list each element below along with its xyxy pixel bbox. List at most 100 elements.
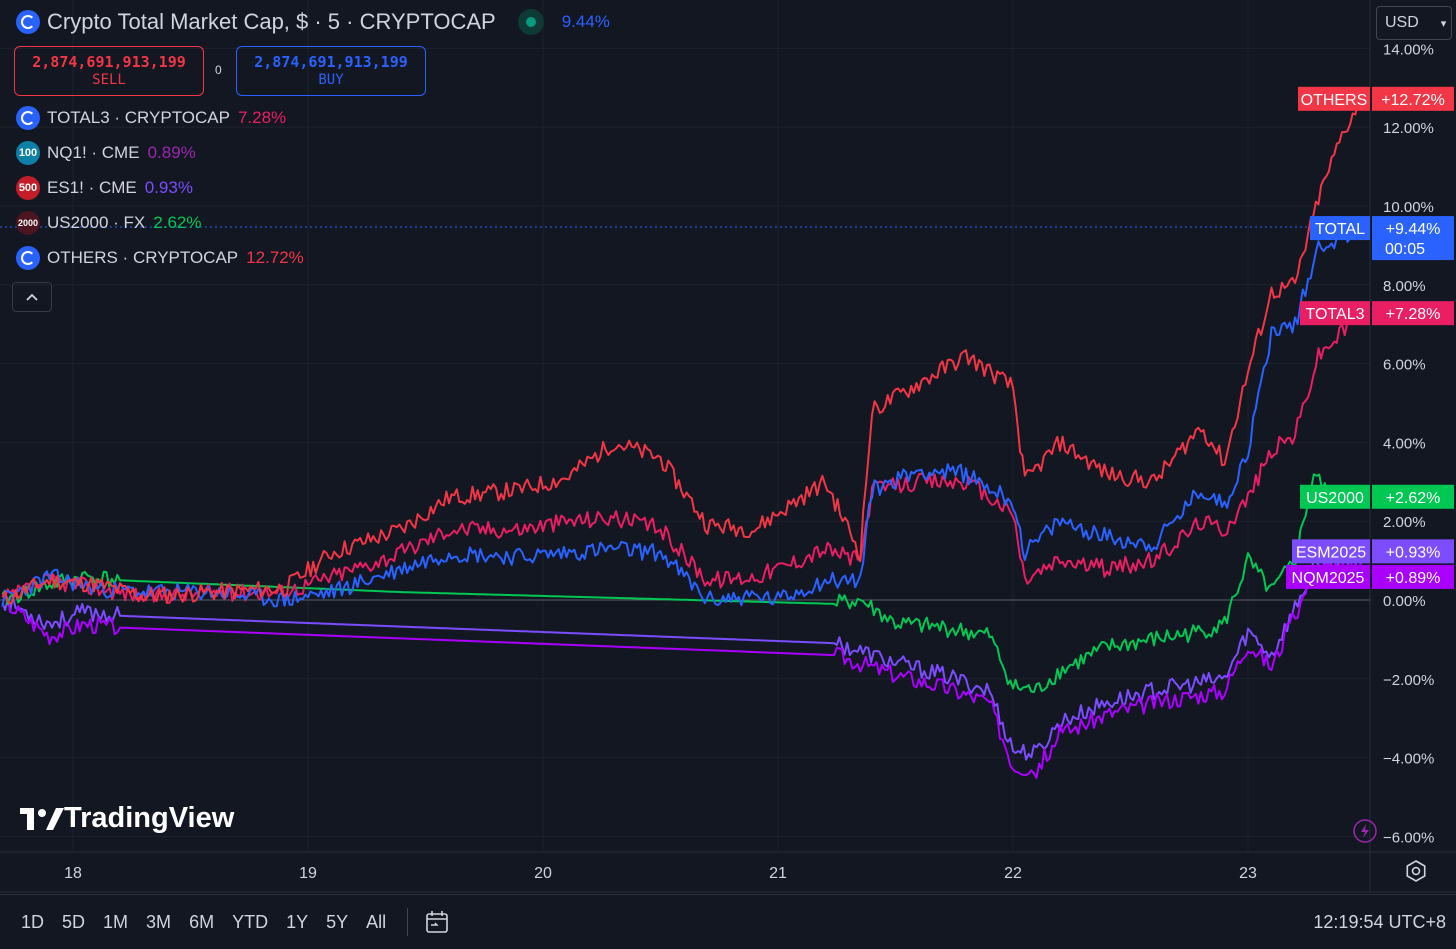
badge-nqm2025: NQM2025 +0.89% xyxy=(1286,564,1454,589)
legend-label: ES1! · CME xyxy=(47,178,137,197)
cryptocap-icon xyxy=(16,10,40,34)
buy-value: 2,874,691,913,199 xyxy=(254,53,408,72)
price-scale[interactable] xyxy=(1370,0,1456,852)
range-all-button[interactable]: All xyxy=(366,911,387,932)
badge-others: OTHERS +12.72% xyxy=(1298,86,1454,111)
buy-button[interactable]: 2,874,691,913,199 BUY xyxy=(236,46,426,96)
series-line-nqm2025[interactable] xyxy=(1,556,1362,779)
legend-item-nq1[interactable]: 100 NQ1! · CME 0.89% xyxy=(16,141,196,165)
spread-value: 0 xyxy=(215,63,222,77)
sell-label: SELL xyxy=(92,71,126,88)
badge-name-box xyxy=(1292,539,1370,564)
badge-value-box xyxy=(1372,216,1454,261)
badge-name: US2000 xyxy=(1306,490,1364,507)
series-line-esm2025[interactable] xyxy=(1,554,1362,761)
currency-selector[interactable]: USD ▾ xyxy=(1376,6,1452,40)
badge-name-box xyxy=(1300,484,1370,509)
badge-total: TOTAL +9.44% 00:05 xyxy=(1310,216,1454,261)
badge-name: TOTAL3 xyxy=(1306,306,1365,323)
series-lines xyxy=(1,98,1362,779)
time-axis-labels: 18 19 20 21 22 23 xyxy=(64,865,1257,882)
sell-value: 2,874,691,913,199 xyxy=(32,53,186,72)
badge-name: NQM2025 xyxy=(1292,570,1365,587)
lightning-icon[interactable] xyxy=(1352,818,1378,844)
main-symbol-header[interactable]: Crypto Total Market Cap, $ · 5 · CRYPTOC… xyxy=(16,9,610,35)
badge-total3: TOTAL3 +7.28% xyxy=(1300,301,1454,326)
legend-item-es1[interactable]: 500 ES1! · CME 0.93% xyxy=(16,176,193,200)
time-tick-label: 19 xyxy=(299,865,317,882)
series-line-us2000[interactable] xyxy=(1,473,1362,694)
series-line-total[interactable] xyxy=(1,227,1362,608)
russell-2000-icon: 2000 xyxy=(16,211,40,235)
range-5d-button[interactable]: 5D xyxy=(62,911,86,932)
sell-button[interactable]: 2,874,691,913,199 SELL xyxy=(14,46,204,96)
price-axis-labels: 14.00% 12.00% 10.00% 8.00% 6.00% 4.00% 2.00% 0.… xyxy=(1383,41,1434,846)
badge-value: +12.72% xyxy=(1381,92,1445,109)
legend-label: NQ1! · CME xyxy=(47,143,140,162)
badge-value-box xyxy=(1372,564,1454,589)
range-6m-button[interactable]: 6M xyxy=(189,911,215,932)
price-tick-label: 12.00% xyxy=(1383,120,1434,137)
badge-value: +0.89% xyxy=(1386,570,1441,587)
bottom-toolbar: 1D 5D 1M 3M 6M YTD 1Y 5Y All 12:19:54 UT… xyxy=(0,894,1456,949)
badge-us2000: US2000 +2.62% xyxy=(1300,484,1454,509)
legend-pct: 7.28% xyxy=(237,108,287,127)
price-tick-label: 10.00% xyxy=(1383,199,1434,216)
series-line-total3[interactable] xyxy=(2,312,1361,604)
badge-name-box xyxy=(1298,86,1370,111)
collapse-legend-button[interactable] xyxy=(12,282,52,312)
range-1d-button[interactable]: 1D xyxy=(21,911,45,932)
range-3m-button[interactable]: 3M xyxy=(146,911,172,932)
range-5y-button[interactable]: 5Y xyxy=(326,911,349,932)
range-ytd-button[interactable]: YTD xyxy=(232,911,269,932)
toolbar-divider xyxy=(407,908,409,936)
badge-value: +9.44% xyxy=(1386,221,1441,238)
price-tick-label: 0.00% xyxy=(1383,593,1426,610)
badge-value-box xyxy=(1372,86,1454,111)
main-symbol-title: Crypto Total Market Cap, $ · 5 · CRYPTOC… xyxy=(47,9,496,34)
gear-icon[interactable] xyxy=(1404,859,1428,883)
legend-item-us2000[interactable]: 2000 US2000 · FX 2.62% xyxy=(16,211,201,235)
time-tick-label: 22 xyxy=(1004,865,1022,882)
legend-label: US2000 · FX xyxy=(47,213,146,232)
legend-item-others[interactable]: OTHERS · CRYPTOCAP 12.72% xyxy=(16,246,304,270)
badge-value: +0.93% xyxy=(1386,544,1441,561)
calendar-goto-icon[interactable] xyxy=(424,910,450,934)
price-tick-label: −2.00% xyxy=(1383,672,1434,689)
badge-name-box xyxy=(1286,564,1370,589)
badge-value-box xyxy=(1372,539,1454,564)
badge-value: +2.62% xyxy=(1386,490,1441,507)
badge-esm2025: ESM2025 +0.93% xyxy=(1292,539,1454,564)
sp-500-icon: 500 xyxy=(16,176,40,200)
tradingview-logo: TradingView xyxy=(20,802,234,835)
legend-pct: 0.89% xyxy=(147,143,196,162)
legend-pct: 0.93% xyxy=(144,178,193,197)
series-line-others[interactable] xyxy=(1,98,1362,605)
range-1m-button[interactable]: 1M xyxy=(103,911,129,932)
chevron-down-icon: ▾ xyxy=(1440,17,1447,30)
market-status-icon[interactable] xyxy=(517,9,544,35)
price-tick-label: 2.00% xyxy=(1383,514,1426,531)
price-tick-label: 6.00% xyxy=(1383,357,1426,374)
price-tick-label: 4.00% xyxy=(1383,435,1426,452)
badge-value-box xyxy=(1372,301,1454,326)
buy-label: BUY xyxy=(318,71,344,88)
price-tick-label: 14.00% xyxy=(1383,41,1434,58)
legend-label: OTHERS · CRYPTOCAP xyxy=(47,248,239,267)
badge-name: OTHERS xyxy=(1301,92,1368,109)
legend-item-total3[interactable]: TOTAL3 · CRYPTOCAP 7.28% xyxy=(16,106,286,130)
price-tick-label: −6.00% xyxy=(1383,829,1434,846)
series-end-badges: OTHERS +12.72% TOTAL +9.44% 00:05 TOTAL3 +7.28… xyxy=(1286,86,1454,589)
badge-name-box xyxy=(1300,301,1370,326)
range-1y-button[interactable]: 1Y xyxy=(286,911,309,932)
cryptocap-icon xyxy=(16,246,40,270)
price-tick-label: −4.00% xyxy=(1383,751,1434,768)
legend-pct: 2.62% xyxy=(153,213,202,232)
timezone-clock[interactable]: 12:19:54 UTC+8 xyxy=(1313,911,1446,932)
grid xyxy=(0,0,1370,852)
badge-name: ESM2025 xyxy=(1296,544,1366,561)
badge-value: +7.28% xyxy=(1386,306,1441,323)
badge-name-box xyxy=(1310,216,1370,241)
time-tick-label: 20 xyxy=(534,865,552,882)
